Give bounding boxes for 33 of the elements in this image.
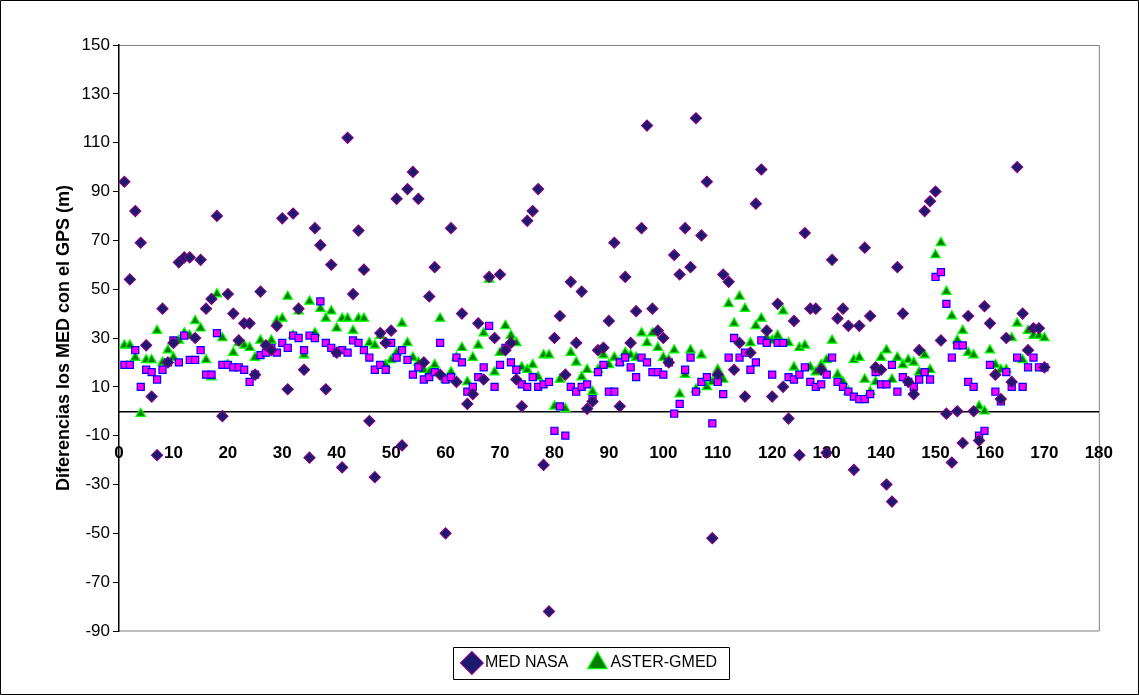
x-tick-label: 60: [436, 443, 456, 463]
x-tick-label: 160: [975, 443, 1005, 463]
legend-label: ASTER-GMED: [610, 653, 718, 671]
y-tick-label: -50: [85, 523, 110, 543]
x-tick-label: 180: [1084, 443, 1114, 463]
x-tick-label: 80: [544, 443, 564, 463]
y-tick-label: 50: [91, 278, 110, 298]
y-tick-label: 90: [91, 181, 110, 201]
x-tick-label: 150: [921, 443, 950, 463]
x-tick-label: 100: [649, 443, 678, 463]
x-tick-label: 30: [272, 443, 292, 463]
x-tick-label: 120: [758, 443, 787, 463]
y-tick-label: 150: [81, 34, 110, 54]
x-tick-label: 140: [866, 443, 896, 463]
x-tick-label: 40: [327, 443, 347, 463]
y-axis-title: Diferencias los MED con el GPS (m): [52, 184, 73, 492]
y-tick-label: -90: [85, 620, 110, 640]
y-tick-label: 130: [81, 83, 110, 103]
x-tick-label: 20: [218, 443, 238, 463]
y-tick-label: -30: [85, 474, 110, 494]
y-tick-label: -10: [85, 425, 110, 445]
y-tick-label: 70: [91, 230, 110, 250]
x-tick-label: 50: [381, 443, 401, 463]
y-tick-label: 110: [82, 132, 110, 152]
y-tick-label: 30: [91, 327, 110, 347]
x-tick-label: 110: [704, 443, 732, 463]
y-tick-label: 10: [91, 376, 110, 396]
x-tick-label: 70: [490, 443, 510, 463]
legend-label: MED NASA: [484, 653, 569, 671]
x-tick-label: 10: [163, 443, 183, 463]
y-tick-label: -70: [85, 571, 110, 591]
x-tick-label: 90: [599, 443, 619, 463]
x-tick-label: 170: [1030, 443, 1059, 463]
